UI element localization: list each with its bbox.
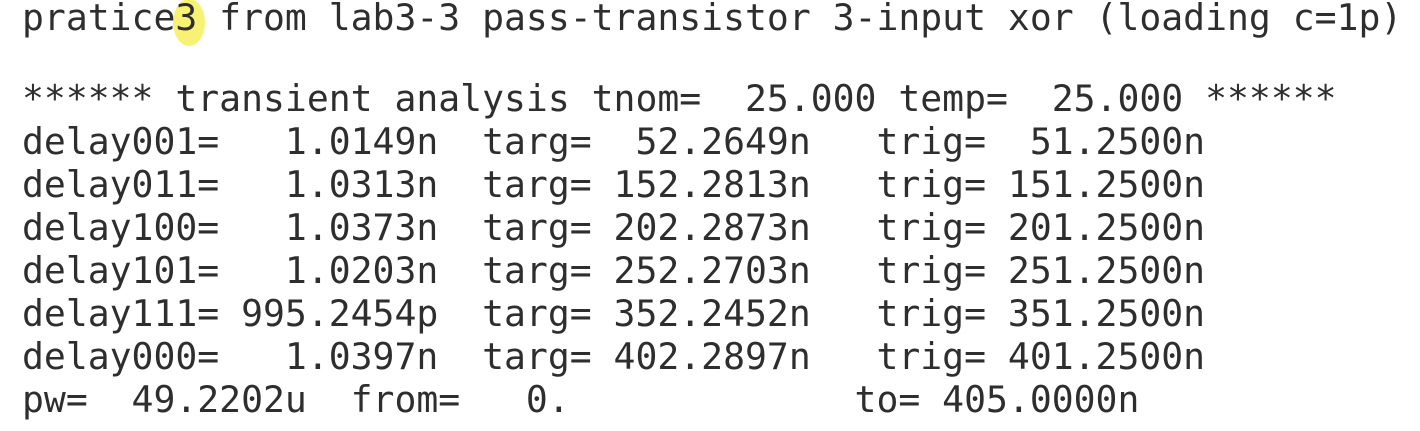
transient-analysis-header: ****** transient analysis tnom= 25.000 t…	[22, 77, 1337, 120]
delay001-result-line: delay001= 1.0149n targ= 52.2649n trig= 5…	[22, 120, 1206, 163]
delay100-result-line: delay100= 1.0373n targ= 202.2873n trig= …	[22, 206, 1206, 249]
title-line-wrapper: pratice3 from lab3-3 pass-transistor 3-i…	[0, 0, 1420, 46]
delay111-result-line: delay111= 995.2454p targ= 352.2452n trig…	[22, 292, 1206, 335]
simulation-title-line: pratice3 from lab3-3 pass-transistor 3-i…	[22, 0, 1403, 39]
delay011-result-line: delay011= 1.0313n targ= 152.2813n trig= …	[22, 163, 1206, 206]
pulse-width-result-line: pw= 49.2202u from= 0. to= 405.0000n	[22, 378, 1140, 421]
delay101-result-line: delay101= 1.0203n targ= 252.2703n trig= …	[22, 249, 1206, 292]
delay000-result-line: delay000= 1.0397n targ= 402.2897n trig= …	[22, 335, 1206, 378]
